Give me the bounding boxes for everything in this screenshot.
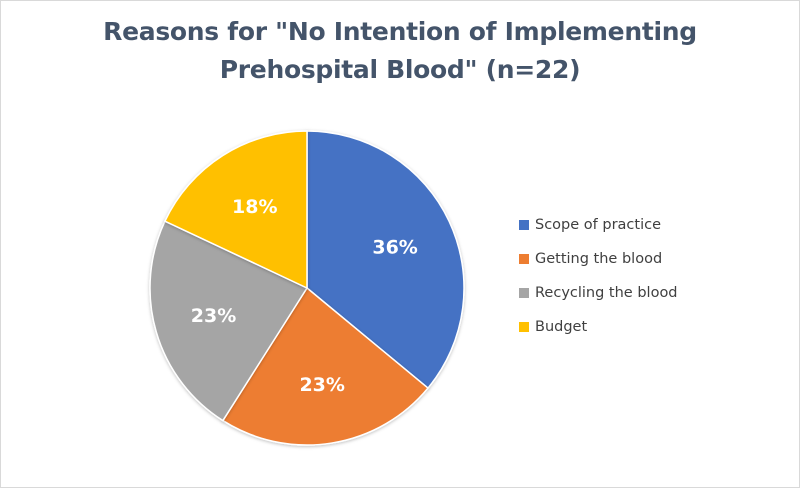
pie-slice-scope-of-practice [306, 130, 465, 390]
legend-swatch [519, 288, 529, 298]
pie-slice-getting-the-blood [221, 286, 430, 446]
chart-title: Reasons for "No Intention of Implementin… [1, 13, 799, 89]
legend-label: Budget [535, 319, 588, 335]
slice-label-getting-the-blood: 23% [299, 374, 344, 396]
legend-label: Getting the blood [535, 251, 663, 267]
slice-label-recycling-the-blood: 23% [191, 305, 236, 327]
slice-label-scope-of-practice: 36% [372, 237, 417, 259]
legend-item-getting-the-blood: Getting the blood [519, 247, 779, 271]
legend-label: Recycling the blood [535, 285, 678, 301]
legend-swatch [519, 220, 529, 230]
legend-swatch [519, 322, 529, 332]
legend-item-budget: Budget [519, 315, 779, 339]
slice-label-budget: 18% [232, 196, 277, 218]
legend-label: Scope of practice [535, 217, 661, 233]
legend-item-recycling-the-blood: Recycling the blood [519, 281, 779, 305]
chart-title-line-2: Prehospital Blood" (n=22) [219, 55, 581, 84]
chart-legend: Scope of practice Getting the blood Recy… [519, 213, 779, 349]
pie-slice-budget [163, 130, 308, 290]
chart-title-line-1: Reasons for "No Intention of Implementin… [103, 17, 697, 46]
pie-slice-recycling-the-blood [149, 220, 309, 422]
legend-swatch [519, 254, 529, 264]
legend-item-scope-of-practice: Scope of practice [519, 213, 779, 237]
